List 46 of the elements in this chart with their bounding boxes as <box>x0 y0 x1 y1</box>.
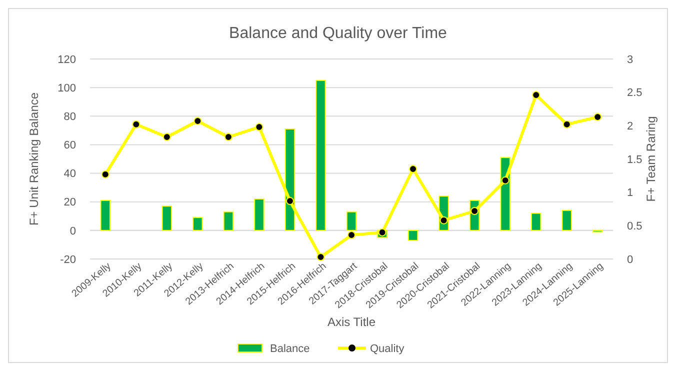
bar <box>254 198 264 231</box>
point <box>224 133 232 141</box>
legend-label: Quality <box>370 342 405 355</box>
y2-tick-label: 3 <box>627 54 634 66</box>
point <box>194 117 202 125</box>
chart-title: Balance and Quality over Time <box>229 25 448 42</box>
y2-tick-label: 1.5 <box>627 154 642 166</box>
point <box>316 253 325 261</box>
y2-tick-label: 1 <box>627 187 634 200</box>
bar <box>162 206 172 231</box>
point <box>594 113 602 121</box>
y-axis-title: F+ Unit Ranking Balance <box>27 92 41 226</box>
point <box>532 91 540 99</box>
y2-tick-label: 0 <box>627 254 634 266</box>
x-axis-title: Axis Title <box>327 315 376 329</box>
point <box>132 120 140 128</box>
y-tick-label: 100 <box>58 82 76 94</box>
bar <box>284 128 296 231</box>
y-tick-label: -20 <box>60 254 76 266</box>
y-tick-label: 60 <box>64 140 76 152</box>
bar <box>192 217 203 231</box>
y-tick-label: 20 <box>64 196 76 209</box>
y2-tick-label: 2.5 <box>627 87 642 100</box>
bar <box>530 212 542 231</box>
point <box>162 133 171 141</box>
point <box>286 197 294 205</box>
legend-label: Balance <box>270 342 310 355</box>
y-tick-label: 40 <box>64 168 76 180</box>
bar <box>100 200 110 231</box>
y2-tick-label: 2 <box>627 120 634 133</box>
point <box>348 231 356 239</box>
y-tick-label: 80 <box>64 110 76 123</box>
point <box>255 123 264 131</box>
point <box>409 165 418 173</box>
point <box>562 120 571 128</box>
y-tick-label: 0 <box>70 225 76 238</box>
y-tick-label: 120 <box>58 54 76 66</box>
bar <box>316 80 326 231</box>
bar <box>408 230 418 241</box>
point <box>501 176 510 184</box>
point <box>101 170 110 178</box>
y2-tick-label: 0.5 <box>627 220 642 233</box>
bar <box>223 211 234 231</box>
y2-axis-title: F+ Team Raring <box>644 116 658 202</box>
bar <box>562 210 572 231</box>
point <box>440 216 448 224</box>
